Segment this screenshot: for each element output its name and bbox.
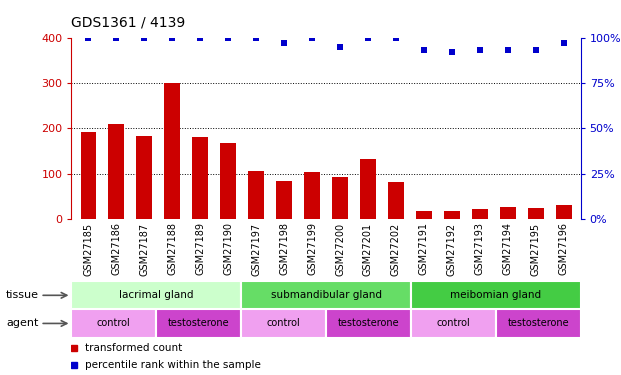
Text: GSM27187: GSM27187 (139, 222, 149, 276)
Point (307, 34, 317, 40)
Bar (416, 211, 432, 219)
Point (279, 40, 289, 46)
Bar (71, 309, 156, 338)
Text: lacrimal gland: lacrimal gland (119, 290, 194, 300)
Bar (528, 208, 543, 219)
Text: GSM27201: GSM27201 (363, 222, 373, 276)
Point (363, 34, 373, 40)
Text: testosterone: testosterone (338, 318, 399, 328)
Text: GSM27194: GSM27194 (503, 222, 513, 276)
Point (251, 34, 261, 40)
Text: GSM27191: GSM27191 (419, 222, 429, 276)
Text: control: control (437, 318, 470, 328)
Point (167, 34, 177, 40)
Bar (165, 83, 180, 219)
Bar (332, 177, 348, 219)
Bar (360, 159, 376, 219)
Point (83, 34, 93, 40)
Bar (472, 209, 487, 219)
Text: testosterone: testosterone (168, 318, 230, 328)
Bar (248, 171, 264, 219)
Bar (304, 172, 320, 219)
Bar (496, 309, 581, 338)
Bar (241, 281, 411, 309)
Bar (241, 309, 326, 338)
Point (447, 49, 457, 55)
Text: GSM27185: GSM27185 (83, 222, 93, 276)
Text: tissue: tissue (6, 290, 39, 300)
Point (223, 34, 233, 40)
Text: control: control (97, 318, 131, 328)
Bar (411, 309, 496, 338)
Bar (500, 207, 515, 219)
Point (419, 47, 429, 53)
Text: meibomian gland: meibomian gland (450, 290, 542, 300)
Bar (276, 181, 292, 219)
Text: GSM27199: GSM27199 (307, 222, 317, 276)
Bar (444, 211, 460, 219)
Bar (137, 136, 152, 219)
Point (475, 47, 485, 53)
Bar (220, 143, 236, 219)
Text: GSM27198: GSM27198 (279, 222, 289, 276)
Text: testosterone: testosterone (507, 318, 569, 328)
Text: GSM27186: GSM27186 (111, 222, 121, 276)
Bar (193, 137, 208, 219)
Text: GSM27196: GSM27196 (559, 222, 569, 276)
Point (111, 34, 121, 40)
Point (559, 40, 569, 46)
Text: GSM27193: GSM27193 (475, 222, 485, 276)
Text: GSM27195: GSM27195 (531, 222, 541, 276)
Bar (326, 309, 411, 338)
Text: submandibular gland: submandibular gland (271, 290, 381, 300)
Bar (156, 309, 241, 338)
Text: GSM27190: GSM27190 (223, 222, 233, 276)
Text: control: control (266, 318, 301, 328)
Bar (81, 132, 96, 219)
Point (531, 47, 541, 53)
Bar (109, 124, 124, 219)
Point (139, 34, 149, 40)
Point (335, 44, 345, 50)
Point (195, 34, 205, 40)
Text: GSM27202: GSM27202 (391, 222, 401, 276)
Text: agent: agent (6, 318, 39, 328)
Text: transformed count: transformed count (85, 343, 183, 353)
Text: GSM27192: GSM27192 (447, 222, 457, 276)
Text: GSM27197: GSM27197 (251, 222, 261, 276)
Point (391, 34, 401, 40)
Text: GDS1361 / 4139: GDS1361 / 4139 (71, 16, 186, 30)
Text: GSM27200: GSM27200 (335, 222, 345, 276)
Bar (411, 281, 581, 309)
Bar (388, 182, 404, 219)
Point (503, 47, 513, 53)
Bar (71, 281, 241, 309)
Text: percentile rank within the sample: percentile rank within the sample (85, 360, 261, 369)
Text: GSM27189: GSM27189 (195, 222, 205, 276)
Text: GSM27188: GSM27188 (167, 222, 177, 276)
Bar (556, 205, 571, 219)
